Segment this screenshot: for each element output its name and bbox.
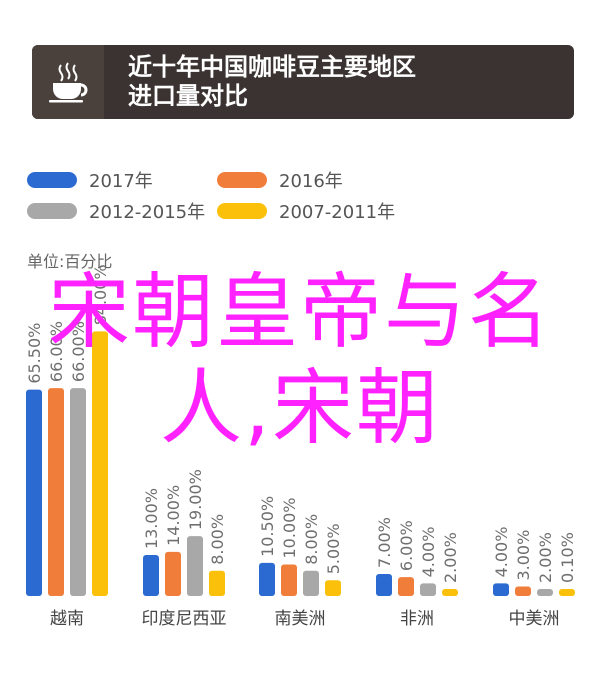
data-label-3-1: 6.00%: [397, 520, 416, 571]
data-label-3-2: 4.00%: [419, 527, 438, 578]
category-label-1: 印度尼西亚: [142, 609, 227, 629]
category-label-2: 南美洲: [275, 609, 326, 629]
data-label-4-0: 4.00%: [492, 527, 511, 578]
icon-box: [32, 45, 104, 119]
legend-item-2017: 2017年: [27, 169, 153, 192]
data-label-4-3: 0.10%: [558, 532, 577, 583]
coffee-cup-icon: [49, 62, 88, 103]
chart-title-line2: 进口量对比: [128, 82, 248, 110]
bar-2-3: [325, 580, 341, 596]
legend-item-2016: 2016年: [217, 169, 343, 192]
legend-label-2012-2015: 2012-2015年: [89, 202, 206, 223]
bar-1-1: [165, 551, 181, 596]
bar-3-2: [420, 583, 436, 596]
bar-4-0: [493, 583, 509, 596]
bar-2-0: [259, 562, 275, 596]
data-label-0-3: 84.00%: [91, 264, 110, 325]
overlay-line1: 宋朝皇帝与名: [47, 265, 552, 360]
data-label-3-3: 2.00%: [441, 532, 460, 583]
legend-label-2016: 2016年: [279, 171, 343, 192]
bar-4-3: [559, 589, 575, 596]
bar-1-3: [209, 570, 225, 596]
bar-0-3: [92, 331, 108, 596]
category-label-4: 中美洲: [509, 609, 560, 629]
data-label-1-0: 13.00%: [142, 488, 161, 549]
data-label-1-1: 14.00%: [164, 485, 183, 546]
bar-0-2: [70, 388, 86, 596]
bar-1-2: [187, 536, 203, 596]
bar-0-0: [26, 389, 42, 596]
data-label-2-2: 8.00%: [302, 514, 321, 565]
bar-0-1: [48, 388, 64, 596]
legend-swatch-2017: [27, 172, 77, 188]
legend-item-2012-2015: 2012-2015年: [27, 200, 206, 223]
overlay-text: 宋朝皇帝与名 人,宋朝: [20, 265, 580, 457]
unit-label: 单位:百分比: [27, 252, 113, 271]
bar-3-0: [376, 573, 392, 596]
data-label-0-0: 65.50%: [25, 323, 44, 384]
data-label-0-2: 66.00%: [69, 321, 88, 382]
bar-4-2: [537, 589, 553, 596]
chart-title: 近十年中国咖啡豆主要地区 进口量对比: [128, 53, 548, 111]
bar-4-1: [515, 586, 531, 596]
bar-2-2: [303, 570, 319, 596]
data-label-4-1: 3.00%: [514, 530, 533, 581]
data-label-3-0: 7.00%: [375, 517, 394, 568]
overlay-line2: 人,宋朝: [159, 361, 441, 456]
data-label-2-1: 10.00%: [280, 497, 299, 558]
data-label-1-2: 19.00%: [186, 469, 205, 530]
legend-label-2007-2011: 2007-2011年: [279, 202, 396, 223]
data-label-0-1: 66.00%: [47, 321, 66, 382]
category-label-3: 非洲: [400, 609, 434, 629]
data-label-4-2: 2.00%: [536, 532, 555, 583]
bar-3-3: [442, 589, 458, 596]
legend-item-2007-2011: 2007-2011年: [217, 200, 396, 223]
data-label-2-3: 5.00%: [324, 523, 343, 574]
legend-label-2017: 2017年: [89, 171, 153, 192]
bar-3-1: [398, 577, 414, 596]
legend-swatch-2016: [217, 172, 267, 188]
bar-1-0: [143, 555, 159, 596]
data-label-1-3: 8.00%: [208, 514, 227, 565]
data-label-2-0: 10.50%: [258, 496, 277, 557]
chart-header: 近十年中国咖啡豆主要地区 进口量对比: [32, 45, 574, 119]
legend-swatch-2007-2011: [217, 203, 267, 219]
legend-swatch-2012-2015: [27, 203, 77, 219]
category-label-0: 越南: [50, 609, 84, 629]
chart-title-line1: 近十年中国咖啡豆主要地区: [128, 53, 416, 81]
bar-2-1: [281, 564, 297, 596]
